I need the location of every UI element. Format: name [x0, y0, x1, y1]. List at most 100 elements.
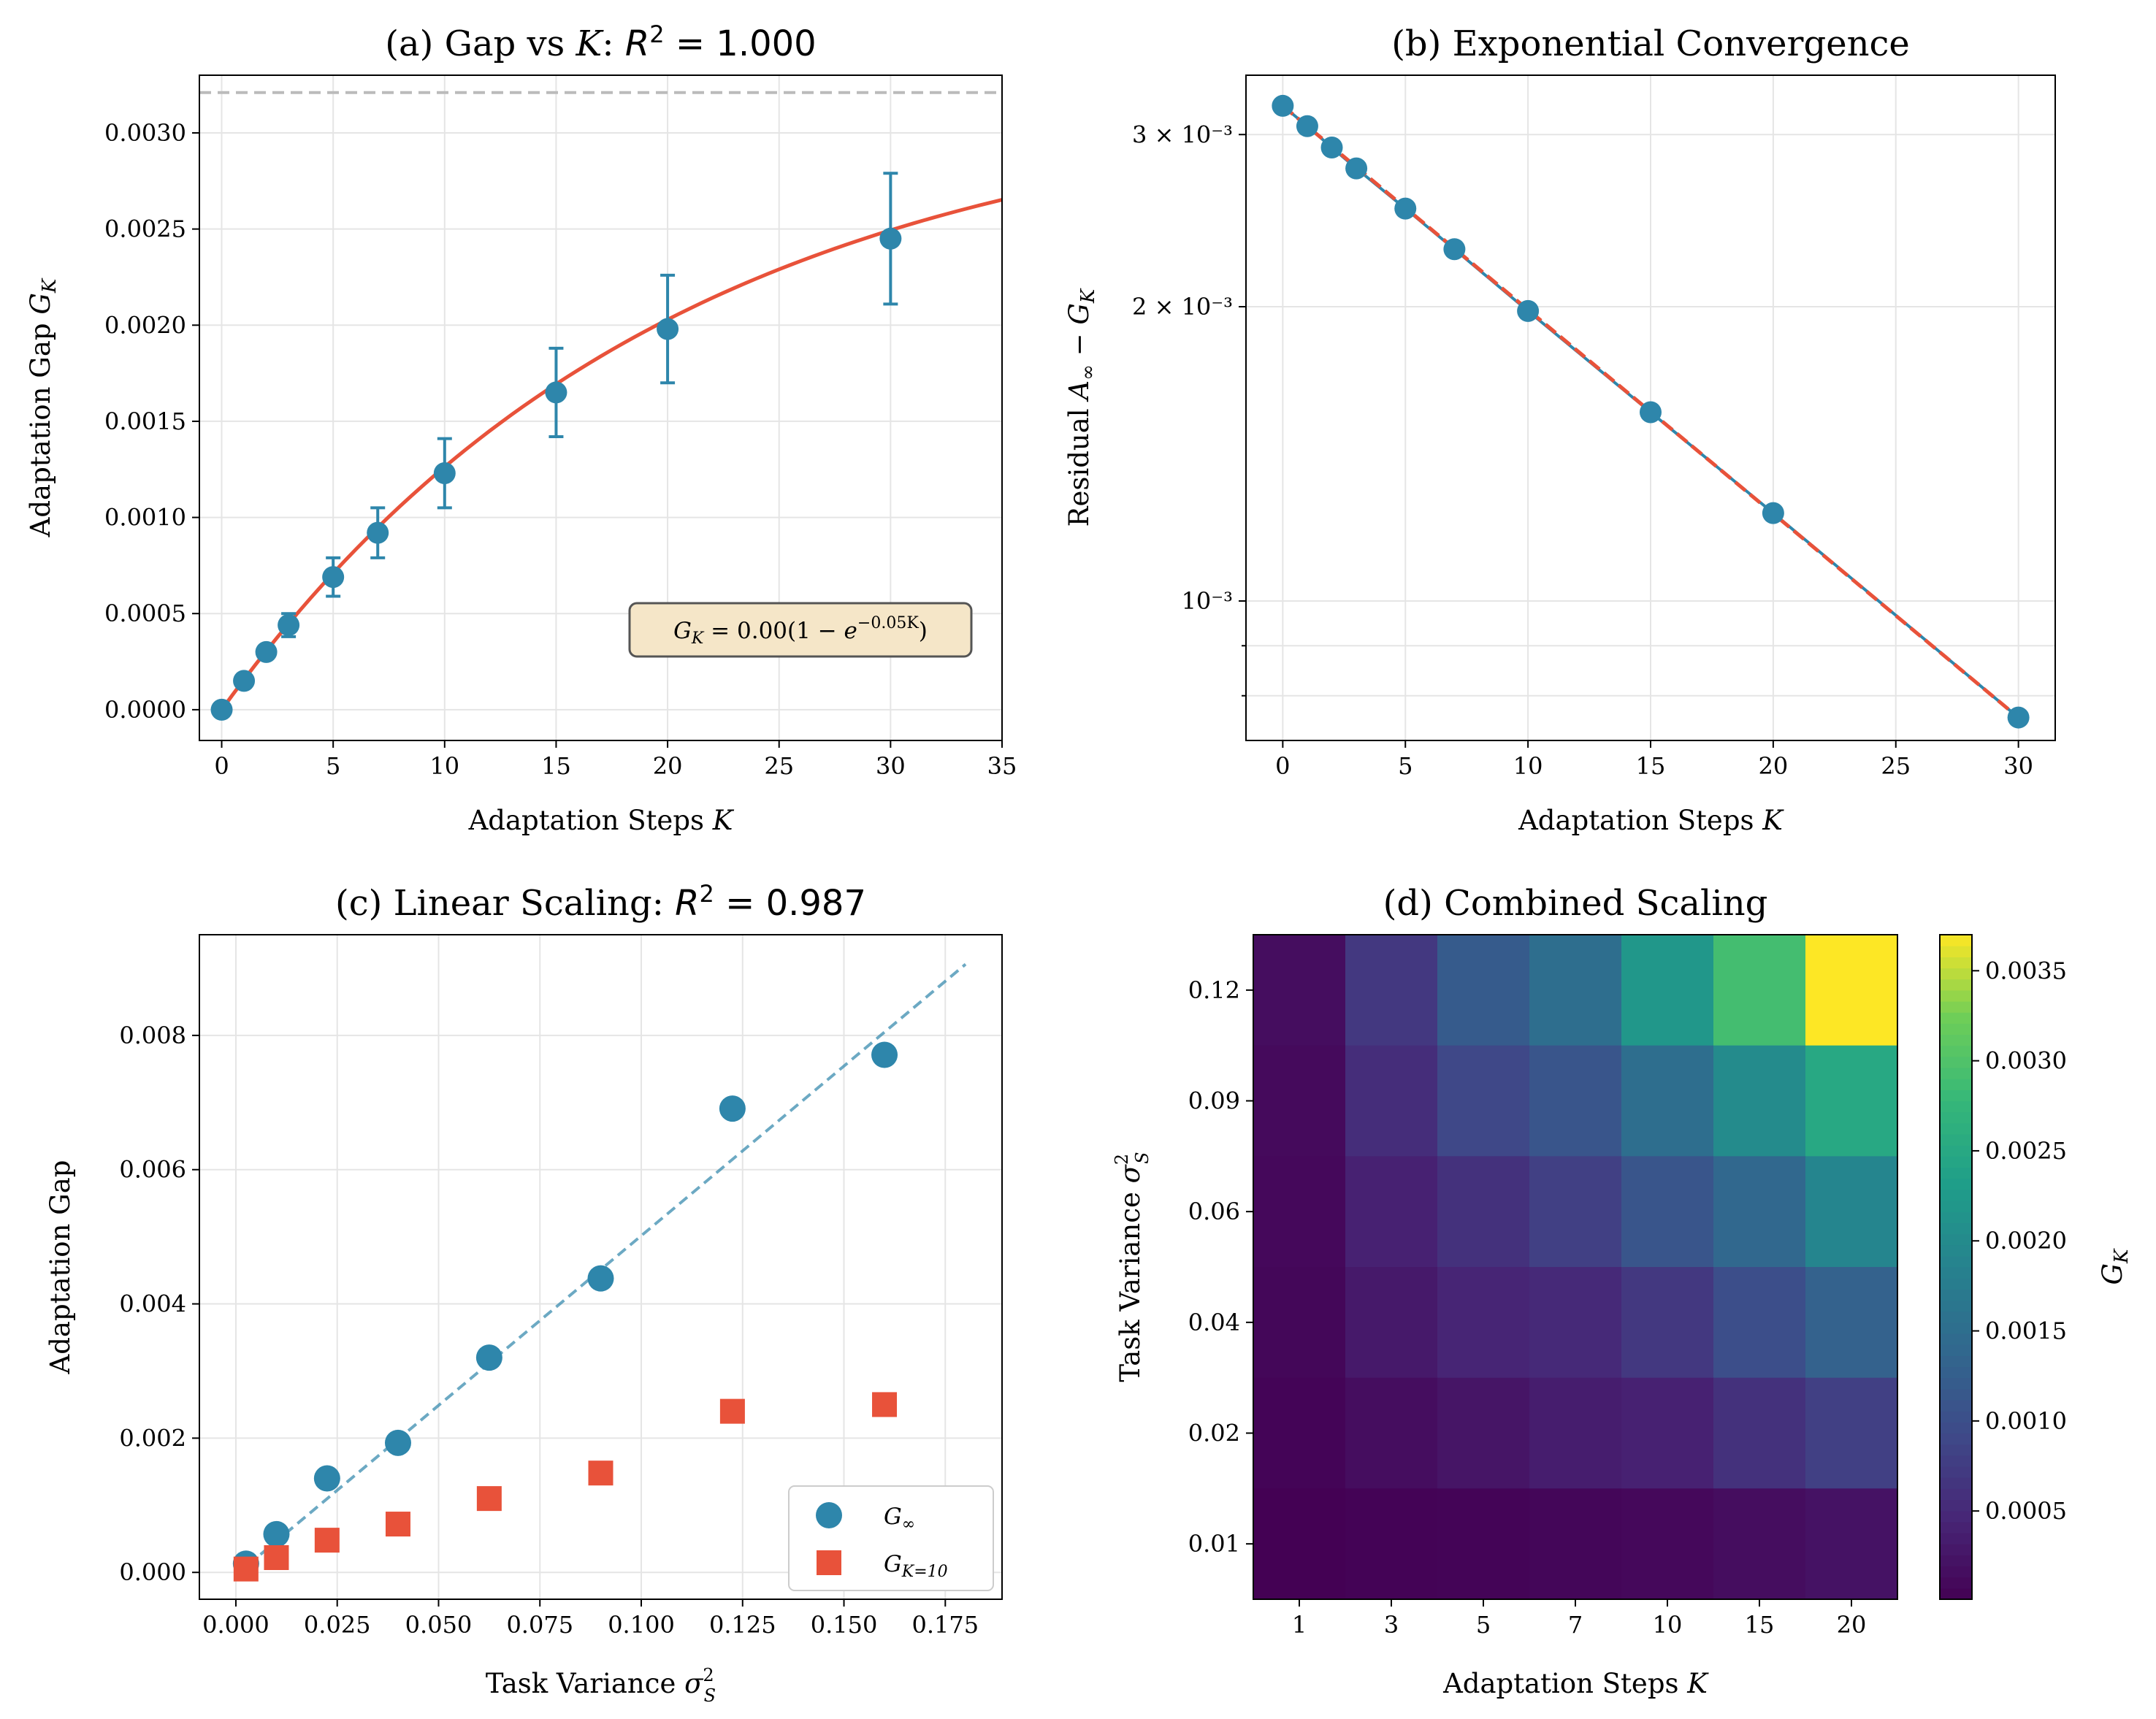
heatmap-cell	[1253, 1156, 1346, 1268]
heatmap-cell	[1713, 1488, 1806, 1600]
colorbar-segment	[1940, 1433, 1972, 1445]
heatmap-cell	[1437, 1377, 1530, 1489]
fit-curve	[220, 198, 1003, 711]
data-point	[1640, 401, 1662, 424]
panel-c-title: (c) Linear Scaling: R2 = 0.987	[335, 880, 866, 924]
panel-c-xlabel: Task Variance σ2 S	[486, 1665, 716, 1706]
heatmap-cell	[1621, 1488, 1714, 1600]
colorbar-segment	[1940, 1289, 1972, 1301]
x-tick-label: 0.000	[202, 1611, 270, 1639]
g-inf-point	[719, 1095, 746, 1122]
x-tick-label: 25	[1881, 752, 1911, 780]
y-tick-label: 0.002	[119, 1424, 186, 1452]
colorbar-segment	[1940, 1090, 1972, 1102]
colorbar-segment	[1940, 1178, 1972, 1190]
colorbar-segment	[1940, 1201, 1972, 1212]
heatmap-cell	[1437, 1488, 1530, 1600]
x-tick-label: 15	[1636, 752, 1666, 780]
fit-annotation-box	[628, 602, 973, 658]
data-point	[1320, 136, 1343, 158]
y-tick-label: 0.0025	[104, 215, 186, 243]
legend-marker-g-k10	[817, 1550, 841, 1575]
heatmap-cell	[1437, 1156, 1530, 1268]
g-inf-point	[313, 1465, 340, 1492]
colorbar-segment	[1940, 1422, 1972, 1434]
g-k10-point	[264, 1545, 289, 1571]
legend-marker-g-inf	[816, 1502, 842, 1528]
panel-c-ylabel: Adaptation Gap	[45, 1160, 76, 1375]
colorbar-tick-label: 0.0010	[1985, 1407, 2067, 1435]
colorbar-segment	[1940, 1322, 1972, 1334]
colorbar-segment	[1940, 1311, 1972, 1323]
x-tick-label: 1	[1292, 1611, 1307, 1639]
panel-a-title: (a) Gap vs K: R2 = 1.000	[385, 20, 816, 64]
g-k10-point	[588, 1460, 613, 1486]
x-tick-label: 0.075	[506, 1611, 573, 1639]
colorbar-segment	[1940, 1278, 1972, 1290]
heatmap-cell	[1529, 1377, 1622, 1489]
colorbar-tick-label: 0.0035	[1985, 957, 2067, 984]
x-tick-label: 15	[541, 752, 571, 780]
colorbar-segment	[1940, 1477, 1972, 1489]
g-inf-point	[871, 1041, 898, 1068]
heatmap-cell	[1345, 1267, 1438, 1379]
x-tick-label: 0.125	[709, 1611, 776, 1639]
y-tick-label: 0.06	[1188, 1198, 1240, 1225]
heatmap-cell	[1437, 1045, 1530, 1157]
g-inf-point	[263, 1520, 290, 1547]
colorbar-tick-label: 0.0015	[1985, 1317, 2067, 1345]
heatmap-cell	[1345, 1377, 1438, 1489]
heatmap-cell	[1713, 1267, 1806, 1379]
colorbar-segment	[1940, 1555, 1972, 1567]
colorbar-label: GK	[2097, 1248, 2133, 1285]
x-tick-label: 0.025	[304, 1611, 371, 1639]
heatmap-cell	[1529, 1488, 1622, 1600]
colorbar-segment	[1940, 968, 1972, 980]
colorbar-segment	[1940, 1510, 1972, 1523]
colorbar-segment	[1940, 1111, 1972, 1124]
panel-d-ylabel: Task Variance σ2S	[1112, 1152, 1152, 1382]
colorbar-segment	[1940, 1267, 1972, 1279]
colorbar-segment	[1940, 1045, 1972, 1057]
data-point	[210, 698, 233, 721]
x-tick-label: 20	[1837, 1611, 1867, 1639]
heatmap-cell	[1253, 1267, 1346, 1379]
y-tick-label: 3 × 10⁻³	[1132, 120, 1233, 148]
x-tick-label: 5	[1476, 1611, 1491, 1639]
x-tick-label: 5	[326, 752, 340, 780]
y-tick-label: 0.0015	[104, 407, 186, 435]
data-point	[879, 227, 902, 250]
y-tick-label: 10⁻³	[1182, 587, 1233, 615]
g-inf-point	[475, 1344, 502, 1371]
data-point	[1394, 197, 1417, 220]
panel-a-xlabel: Adaptation Steps K	[468, 805, 735, 836]
x-tick-label: 0.050	[405, 1611, 473, 1639]
heatmap-cell	[1805, 1488, 1898, 1600]
heatmap-cell	[1345, 1045, 1438, 1157]
x-tick-label: 30	[876, 752, 906, 780]
data-point	[278, 614, 300, 637]
heatmap-cell	[1713, 1377, 1806, 1489]
colorbar-segment	[1940, 1577, 1972, 1589]
colorbar-segment	[1940, 946, 1972, 957]
panel-b-title: (b) Exponential Convergence	[1391, 23, 1910, 64]
colorbar-segment	[1940, 1034, 1972, 1046]
heatmap-cell	[1253, 1045, 1346, 1157]
colorbar-segment	[1940, 1544, 1972, 1555]
g-k10-point	[233, 1556, 259, 1582]
colorbar-segment	[1940, 957, 1972, 969]
data-point	[545, 381, 567, 404]
heatmap-cell	[1437, 935, 1530, 1046]
x-tick-label: 10	[1653, 1611, 1683, 1639]
heatmap-cell	[1529, 1045, 1622, 1157]
heatmap-cell	[1713, 935, 1806, 1046]
colorbar-segment	[1940, 1233, 1972, 1246]
legend-label-g-k10: GK=10	[884, 1551, 948, 1581]
data-point	[1762, 502, 1784, 524]
colorbar-segment	[1940, 1400, 1972, 1412]
colorbar-segment	[1940, 1211, 1972, 1223]
colorbar-segment	[1940, 1122, 1972, 1135]
colorbar-segment	[1940, 1001, 1972, 1013]
g-k10-point	[719, 1398, 745, 1424]
heatmap-cell	[1345, 1488, 1438, 1600]
